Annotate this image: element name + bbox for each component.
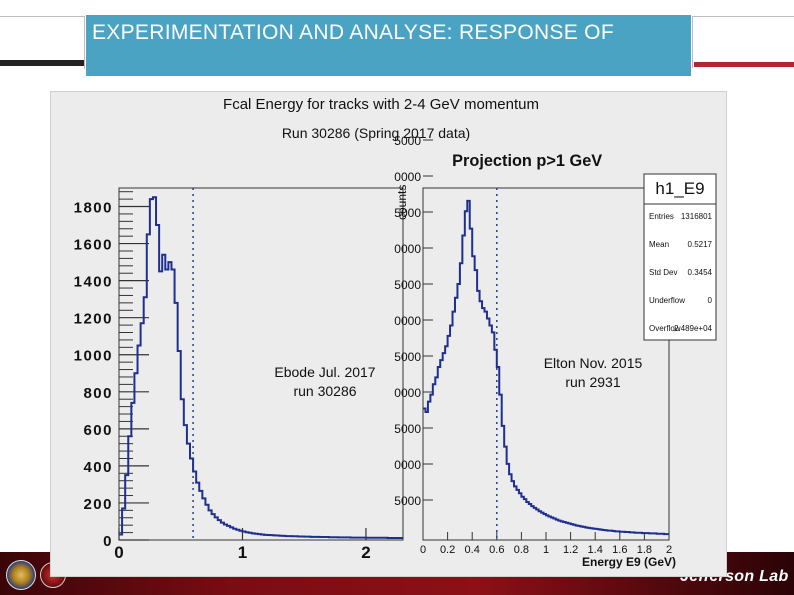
right-x-axis-label: Energy E9 (GeV) bbox=[582, 555, 676, 569]
left-histogram-series bbox=[119, 196, 403, 539]
left-plot-frame bbox=[118, 187, 404, 541]
right-x-tick-label: 0.6 bbox=[489, 544, 504, 556]
header-decoration-left bbox=[0, 16, 85, 69]
stats-row-label: Std Dev bbox=[649, 268, 677, 277]
right-y-tick-label: 5000 bbox=[394, 350, 421, 364]
stats-row-value: 2.489e+04 bbox=[674, 324, 713, 333]
stats-box-name: h1_E9 bbox=[655, 179, 704, 198]
right-y-tick-label: 5000 bbox=[394, 494, 421, 508]
stats-row-label: Entries bbox=[649, 212, 674, 221]
right-y-tick-label: 0000 bbox=[394, 386, 421, 400]
right-y-tick-label: 0000 bbox=[394, 170, 421, 184]
right-annotation: Elton Nov. 2015 run 2931 bbox=[544, 355, 643, 390]
right-y-tick-label: 5000 bbox=[394, 278, 421, 292]
left-y-tick-label: 600 bbox=[83, 422, 113, 439]
right-histogram-series bbox=[423, 199, 669, 536]
stats-row-label: Underflow bbox=[649, 296, 685, 305]
right-x-tick-label: 1.4 bbox=[588, 544, 603, 556]
left-y-tick-label: 1800 bbox=[74, 200, 113, 217]
right-x-tick-label: 1.8 bbox=[637, 544, 652, 556]
plot-panel: Fcal Energy for tracks with 2-4 GeV mome… bbox=[50, 91, 727, 577]
right-chart-title: Projection p>1 GeV bbox=[452, 151, 602, 170]
slide-title: EXPERIMENTATION AND ANALYSE: RESPONSE OF bbox=[86, 15, 691, 76]
header-accent-left bbox=[0, 60, 84, 66]
right-x-tick-label: 1.6 bbox=[612, 544, 627, 556]
left-x-tick-labels: 0 1 2 bbox=[114, 528, 371, 562]
right-x-tick-label: 0.2 bbox=[440, 544, 455, 556]
stats-box-frame bbox=[643, 173, 717, 341]
stats-box: h1_E9 Entries 1316801 Mean 0.5217 Std Dev 0.3… bbox=[643, 173, 717, 341]
right-y-axis-label: counts bbox=[395, 185, 409, 220]
right-x-tick-label: 1.2 bbox=[563, 544, 578, 556]
doe-seal-logo bbox=[6, 560, 36, 590]
header-decoration-right bbox=[692, 16, 794, 68]
left-annotation: Ebode Jul. 2017 run 30286 bbox=[274, 364, 375, 399]
right-y-tick-label: 0000 bbox=[394, 314, 421, 328]
stats-row-value: 1316801 bbox=[681, 212, 713, 221]
right-y-tick-labels: 5000 0000 5000 0000 5000 0000 5000 0000 5000 0000… bbox=[394, 134, 433, 508]
right-y-tick-label: 5000 bbox=[394, 134, 421, 148]
stats-row-value: 0 bbox=[708, 296, 713, 305]
left-chart-title: Fcal Energy for tracks with 2-4 GeV mome… bbox=[223, 96, 539, 113]
left-y-tick-label: 800 bbox=[83, 385, 113, 402]
right-x-tick-label: 1 bbox=[543, 544, 549, 556]
plot-canvas: Fcal Energy for tracks with 2-4 GeV mome… bbox=[74, 96, 717, 569]
left-y-tick-label: 1400 bbox=[74, 274, 113, 291]
right-x-tick-label: 2 bbox=[666, 544, 672, 556]
stats-box-rows: Entries 1316801 Mean 0.5217 Std Dev 0.3454 Und… bbox=[649, 212, 713, 333]
right-y-tick-label: 5000 bbox=[394, 206, 421, 220]
right-x-tick-label: 0.4 bbox=[465, 544, 480, 556]
left-annotation-line-1: Ebode Jul. 2017 bbox=[274, 364, 375, 380]
right-y-tick-label: 0000 bbox=[394, 242, 421, 256]
right-annotation-line-1: Elton Nov. 2015 bbox=[544, 355, 643, 371]
left-x-tick-label: 0 bbox=[114, 543, 123, 562]
right-x-tick-labels: 0 0.2 0.4 0.6 0.8 1 1.2 1.4 1.6 1.8 2 bbox=[420, 532, 672, 556]
right-annotation-line-2: run 2931 bbox=[565, 374, 620, 390]
stats-row-label: Overflow bbox=[649, 324, 681, 333]
right-y-tick-label: 0000 bbox=[394, 458, 421, 472]
left-chart-subtitle: Run 30286 (Spring 2017 data) bbox=[282, 125, 470, 141]
right-y-tick-label: 5000 bbox=[394, 422, 421, 436]
left-plot-axes bbox=[118, 187, 404, 541]
left-y-tick-label: 1200 bbox=[74, 311, 113, 328]
stats-row-value: 0.5217 bbox=[688, 240, 713, 249]
header-accent-right bbox=[694, 62, 794, 67]
left-y-tick-label: 400 bbox=[83, 459, 113, 476]
left-annotation-line-2: run 30286 bbox=[293, 383, 356, 399]
left-y-tick-label: 1000 bbox=[74, 348, 113, 365]
left-y-tick-label: 0 bbox=[103, 533, 113, 550]
left-x-tick-label: 1 bbox=[238, 543, 247, 562]
right-x-tick-label: 0.8 bbox=[514, 544, 529, 556]
left-y-tick-label: 200 bbox=[83, 496, 113, 513]
stats-row-value: 0.3454 bbox=[688, 268, 713, 277]
slide-title-text: EXPERIMENTATION AND ANALYSE: RESPONSE OF bbox=[92, 21, 614, 44]
left-x-tick-label: 2 bbox=[361, 543, 370, 562]
left-y-tick-label: 1600 bbox=[74, 237, 113, 254]
right-x-tick-label: 0 bbox=[420, 544, 426, 556]
stats-row-label: Mean bbox=[649, 240, 669, 249]
